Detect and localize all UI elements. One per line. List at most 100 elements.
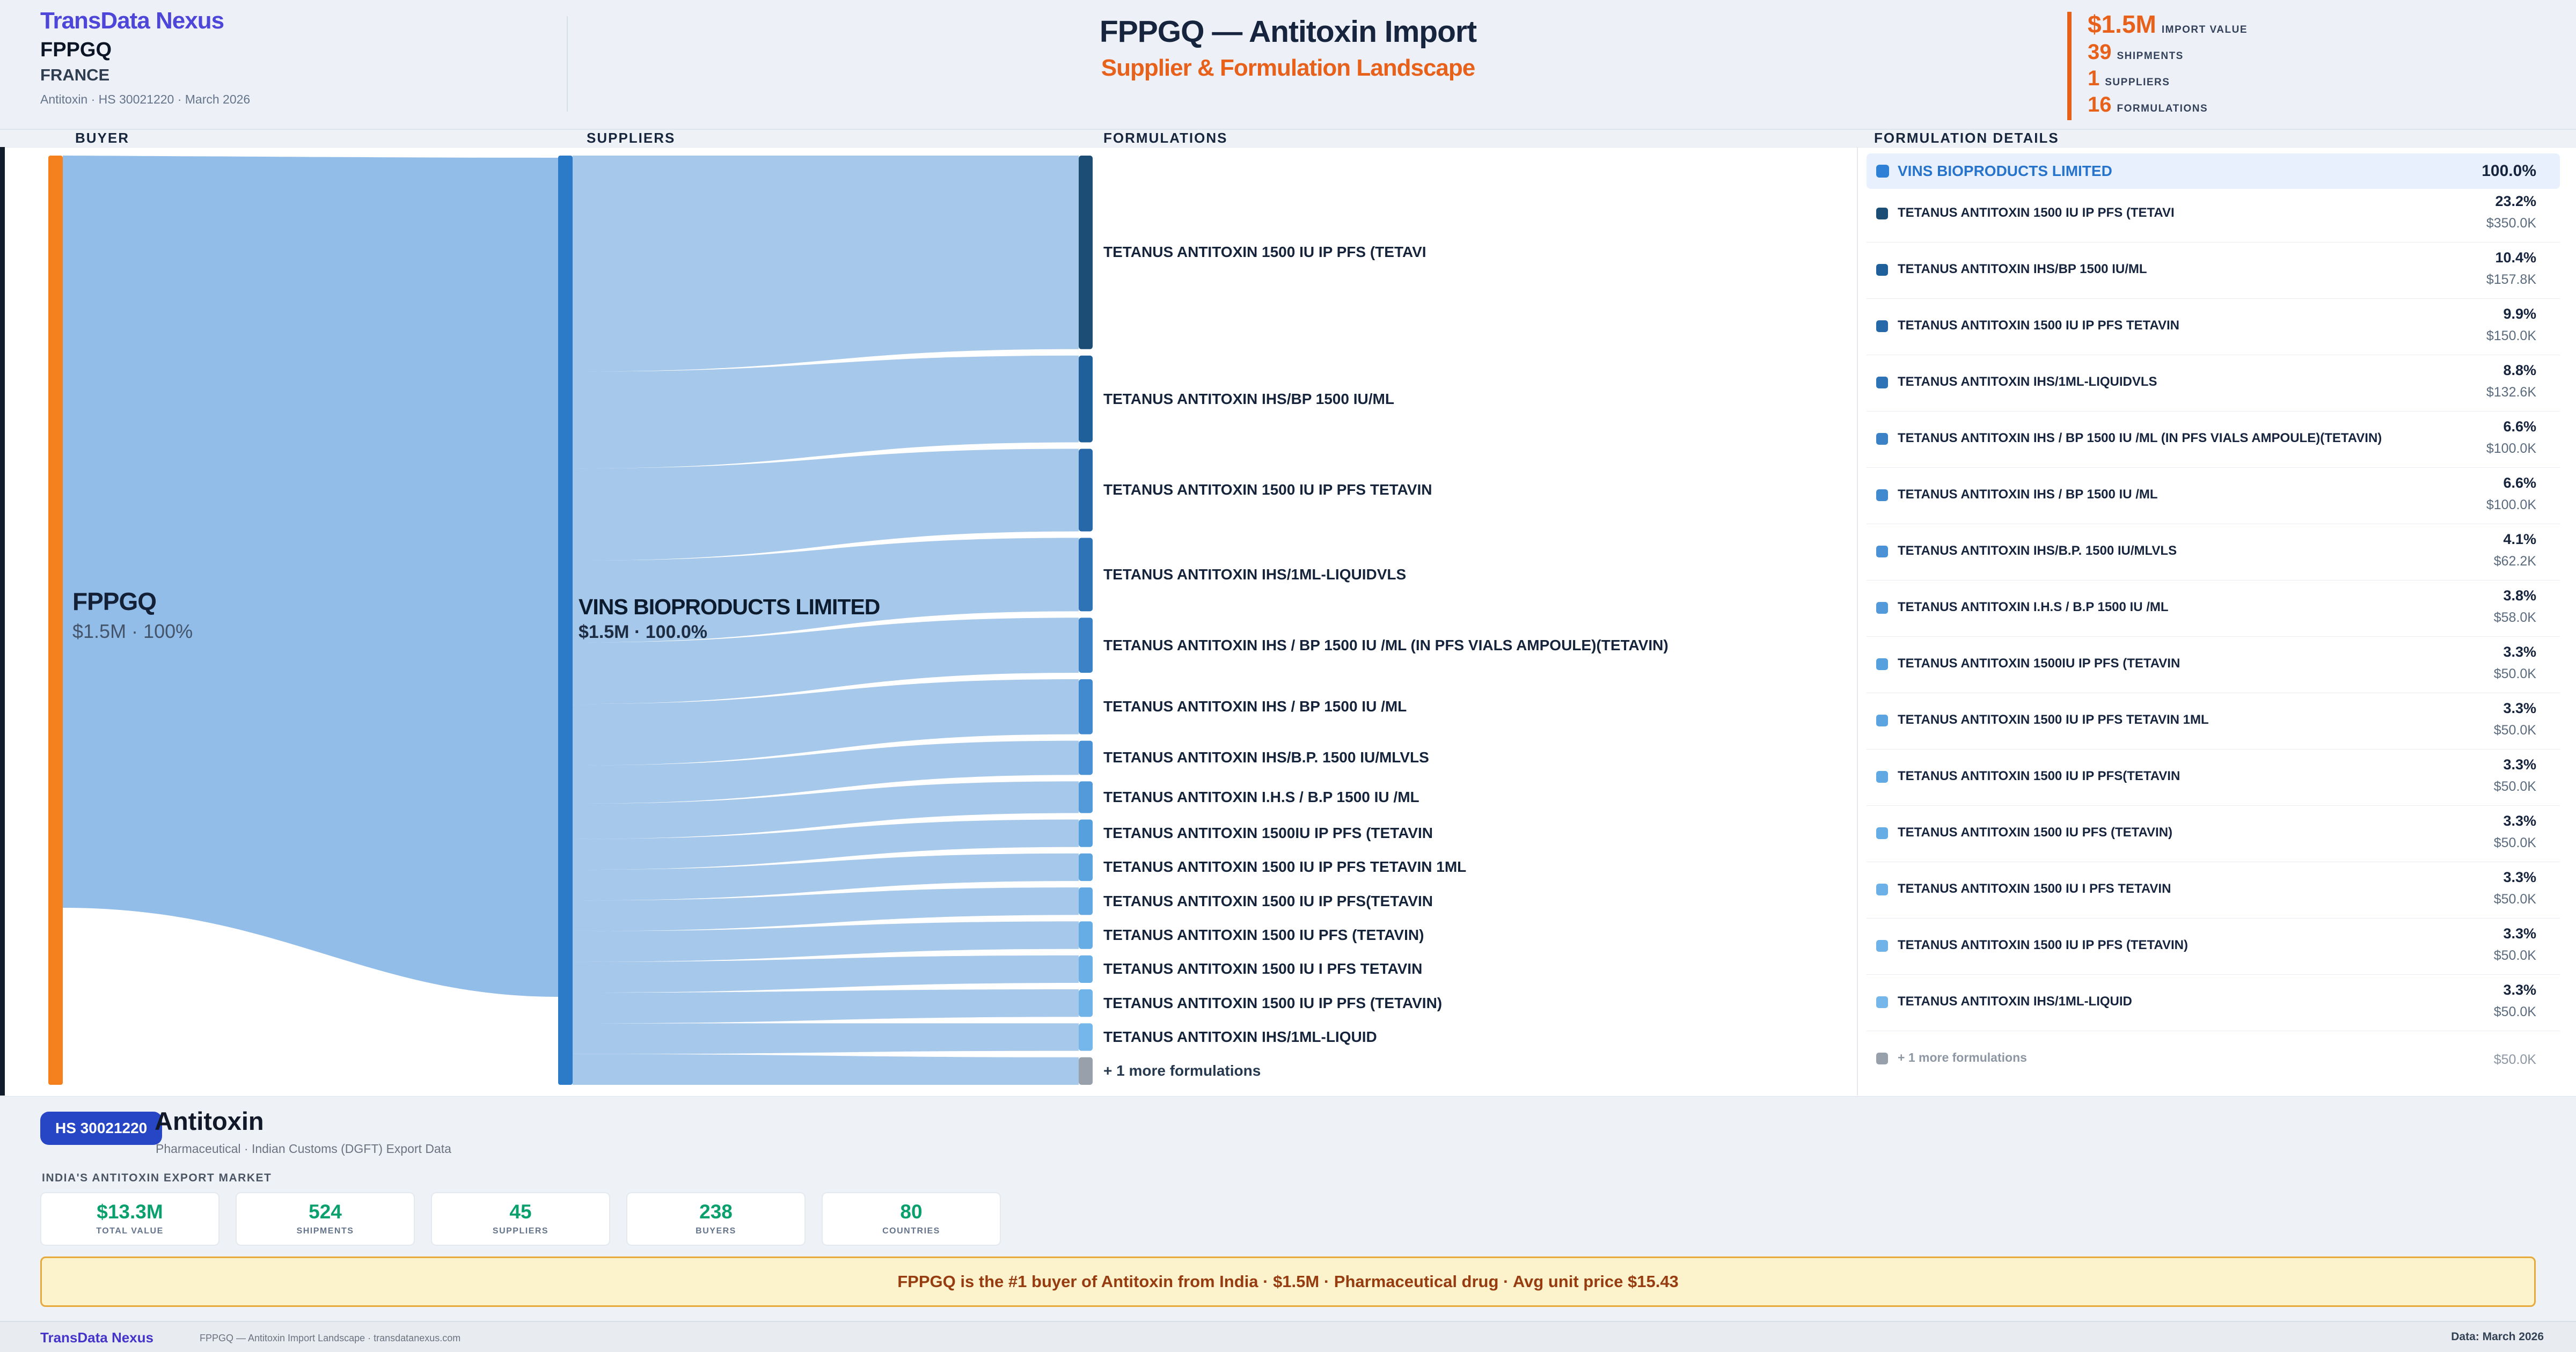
detail-row[interactable]: TETANUS ANTITOXIN 1500 IU IP PFS TETAVIN… (1867, 693, 2560, 750)
header-stats: $1.5M IMPORT VALUE 39 SHIPMENTS 1 SUPPLIERS 16… (2067, 12, 2248, 120)
formulation-color-swatch (1876, 658, 1888, 670)
buyer-node[interactable] (48, 156, 63, 1085)
detail-row[interactable]: TETANUS ANTITOXIN 1500 IU IP PFS(TETAVIN… (1867, 749, 2560, 806)
header-stat: $1.5M IMPORT VALUE (2088, 12, 2248, 36)
detail-row[interactable]: TETANUS ANTITOXIN 1500 IU PFS (TETAVIN) 3… (1867, 805, 2560, 862)
formulation-detail-pct: 3.3% (2503, 925, 2536, 942)
formulation-node[interactable] (1079, 355, 1093, 443)
formulation-detail-value: $50.0K (2493, 723, 2536, 738)
market-stat-label: SUPPLIERS (492, 1226, 549, 1236)
formulation-detail-pct: 6.6% (2503, 475, 2536, 491)
flow-supplier-formulation[interactable] (573, 156, 1079, 372)
header-stat-label: SHIPMENTS (2117, 50, 2184, 62)
formulation-detail-pct: 3.8% (2503, 587, 2536, 604)
flow-supplier-formulation[interactable] (573, 1023, 1079, 1054)
formulation-detail-name: TETANUS ANTITOXIN 1500 IU I PFS TETAVIN (1898, 881, 2171, 896)
detail-row[interactable]: TETANUS ANTITOXIN 1500 IU I PFS TETAVIN 3… (1867, 862, 2560, 919)
formulation-detail-value: $50.0K (2493, 948, 2536, 963)
flow-supplier-formulation[interactable] (573, 819, 1079, 870)
header-stat-label: IMPORT VALUE (2161, 24, 2248, 35)
market-stat-label: SHIPMENTS (296, 1226, 354, 1236)
page-title: FPPGQ — Antitoxin Import (1099, 14, 1477, 49)
detail-row[interactable]: TETANUS ANTITOXIN 1500 IU IP PFS TETAVIN… (1867, 298, 2560, 355)
formulation-detail-value: $58.0K (2493, 610, 2536, 625)
formulation-detail-pct: 8.8% (2503, 362, 2536, 378)
card-left-accent (0, 147, 5, 1096)
formulation-detail-name: TETANUS ANTITOXIN 1500 IU IP PFS TETAVIN (1898, 318, 2179, 333)
formulation-node[interactable] (1079, 449, 1093, 532)
formulation-node[interactable] (1079, 989, 1093, 1017)
flow-supplier-formulation[interactable] (573, 449, 1079, 561)
flow-supplier-formulation[interactable] (573, 781, 1079, 839)
hs-code-badge: HS 30021220 (40, 1112, 163, 1145)
formulation-node[interactable] (1079, 1023, 1093, 1051)
formulation-node[interactable] (1079, 819, 1093, 847)
flow-supplier-formulation[interactable] (573, 740, 1079, 804)
formulation-node[interactable] (1079, 921, 1093, 949)
flow-supplier-formulation[interactable] (573, 679, 1079, 766)
header-stat-label: SUPPLIERS (2105, 77, 2170, 88)
market-stat-cards: $13.3M TOTAL VALUE 524 SHIPMENTS 45 SUPPLIERS… (40, 1192, 1001, 1246)
formulation-color-swatch (1876, 771, 1888, 783)
formulation-detail-name: TETANUS ANTITOXIN IHS / BP 1500 IU /ML (… (1898, 431, 2382, 445)
detail-row[interactable]: TETANUS ANTITOXIN IHS/1ML-LIQUID 3.3% $50.… (1867, 974, 2560, 1031)
flow-supplier-formulation[interactable] (573, 853, 1079, 901)
formulation-color-swatch (1876, 940, 1888, 952)
flow-supplier-formulation[interactable] (573, 921, 1079, 962)
detail-row[interactable]: TETANUS ANTITOXIN 1500 IU IP PFS (TETAVI… (1867, 918, 2560, 975)
formulation-detail-value: $50.0K (2493, 779, 2536, 794)
formulation-detail-pct: 4.1% (2503, 531, 2536, 547)
detail-row[interactable]: TETANUS ANTITOXIN I.H.S / B.P 1500 IU /M… (1867, 580, 2560, 637)
detail-row[interactable]: TETANUS ANTITOXIN IHS/BP 1500 IU/ML 10.4%… (1867, 242, 2560, 299)
formulation-node[interactable] (1079, 618, 1093, 673)
market-stat-value: $13.3M (97, 1201, 163, 1223)
formulation-detail-name: TETANUS ANTITOXIN 1500 IU IP PFS (TETAVI (1898, 205, 2175, 220)
formulation-node[interactable] (1079, 156, 1093, 349)
formulation-color-swatch (1876, 433, 1888, 445)
flow-supplier-formulation[interactable] (573, 989, 1079, 1024)
formulation-detail-pct: 9.9% (2503, 306, 2536, 322)
formulation-color-swatch (1876, 1053, 1888, 1064)
formulation-detail-name: TETANUS ANTITOXIN IHS/1ML-LIQUIDVLS (1898, 374, 2157, 389)
flow-supplier-formulation[interactable] (573, 538, 1079, 643)
formulation-node[interactable] (1079, 887, 1093, 915)
formulation-detail-value: $62.2K (2493, 554, 2536, 569)
formulation-node[interactable] (1079, 740, 1093, 775)
formulation-detail-value: $50.0K (2493, 1004, 2536, 1019)
market-stat-value: 45 (509, 1201, 532, 1223)
supplier-node[interactable] (558, 156, 573, 1085)
formulation-node[interactable] (1079, 781, 1093, 813)
formulation-node[interactable] (1079, 679, 1093, 734)
flow-supplier-formulation[interactable] (573, 618, 1079, 704)
header-divider (567, 16, 568, 112)
column-header-details: FORMULATION DETAILS (1874, 130, 2059, 146)
detail-row[interactable]: TETANUS ANTITOXIN IHS / BP 1500 IU /ML (… (1867, 411, 2560, 468)
formulation-detail-value: $157.8K (2486, 272, 2536, 287)
formulation-detail-pct: 3.3% (2503, 813, 2536, 829)
formulation-node[interactable] (1079, 853, 1093, 881)
detail-row[interactable]: TETANUS ANTITOXIN IHS / BP 1500 IU /ML 6.… (1867, 467, 2560, 524)
formulation-node[interactable] (1079, 538, 1093, 612)
flow-supplier-formulation[interactable] (573, 887, 1079, 931)
formulation-node[interactable] (1079, 1057, 1093, 1085)
detail-row[interactable]: TETANUS ANTITOXIN IHS/1ML-LIQUIDVLS 8.8% $… (1867, 355, 2560, 412)
flow-supplier-formulation[interactable] (573, 1054, 1079, 1085)
flow-supplier-formulation[interactable] (573, 955, 1079, 993)
detail-row[interactable]: TETANUS ANTITOXIN IHS/B.P. 1500 IU/MLVLS… (1867, 524, 2560, 581)
detail-row[interactable]: TETANUS ANTITOXIN 1500IU IP PFS (TETAVIN… (1867, 636, 2560, 693)
detail-row[interactable]: TETANUS ANTITOXIN 1500 IU IP PFS (TETAVI… (1867, 186, 2560, 243)
formulation-detail-pct: 3.3% (2503, 644, 2536, 660)
flow-buyer-supplier[interactable] (63, 156, 558, 997)
footer-date: Data: March 2026 (2451, 1331, 2544, 1343)
header-stat-label: FORMULATIONS (2117, 103, 2208, 114)
detail-row-more[interactable]: + 1 more formulations $50.0K (1867, 1031, 2560, 1087)
formulation-color-swatch (1876, 996, 1888, 1008)
flow-supplier-formulation[interactable] (573, 355, 1079, 469)
supplier-detail-row[interactable]: VINS BIOPRODUCTS LIMITED 100.0% (1867, 153, 2560, 189)
formulation-node[interactable] (1079, 955, 1093, 983)
formulation-color-swatch (1876, 208, 1888, 219)
market-section-label: INDIA'S ANTITOXIN EXPORT MARKET (42, 1172, 272, 1184)
buyer-country: FRANCE (40, 65, 110, 84)
formulation-detail-pct: 6.6% (2503, 418, 2536, 435)
product-name: Antitoxin (155, 1107, 264, 1135)
